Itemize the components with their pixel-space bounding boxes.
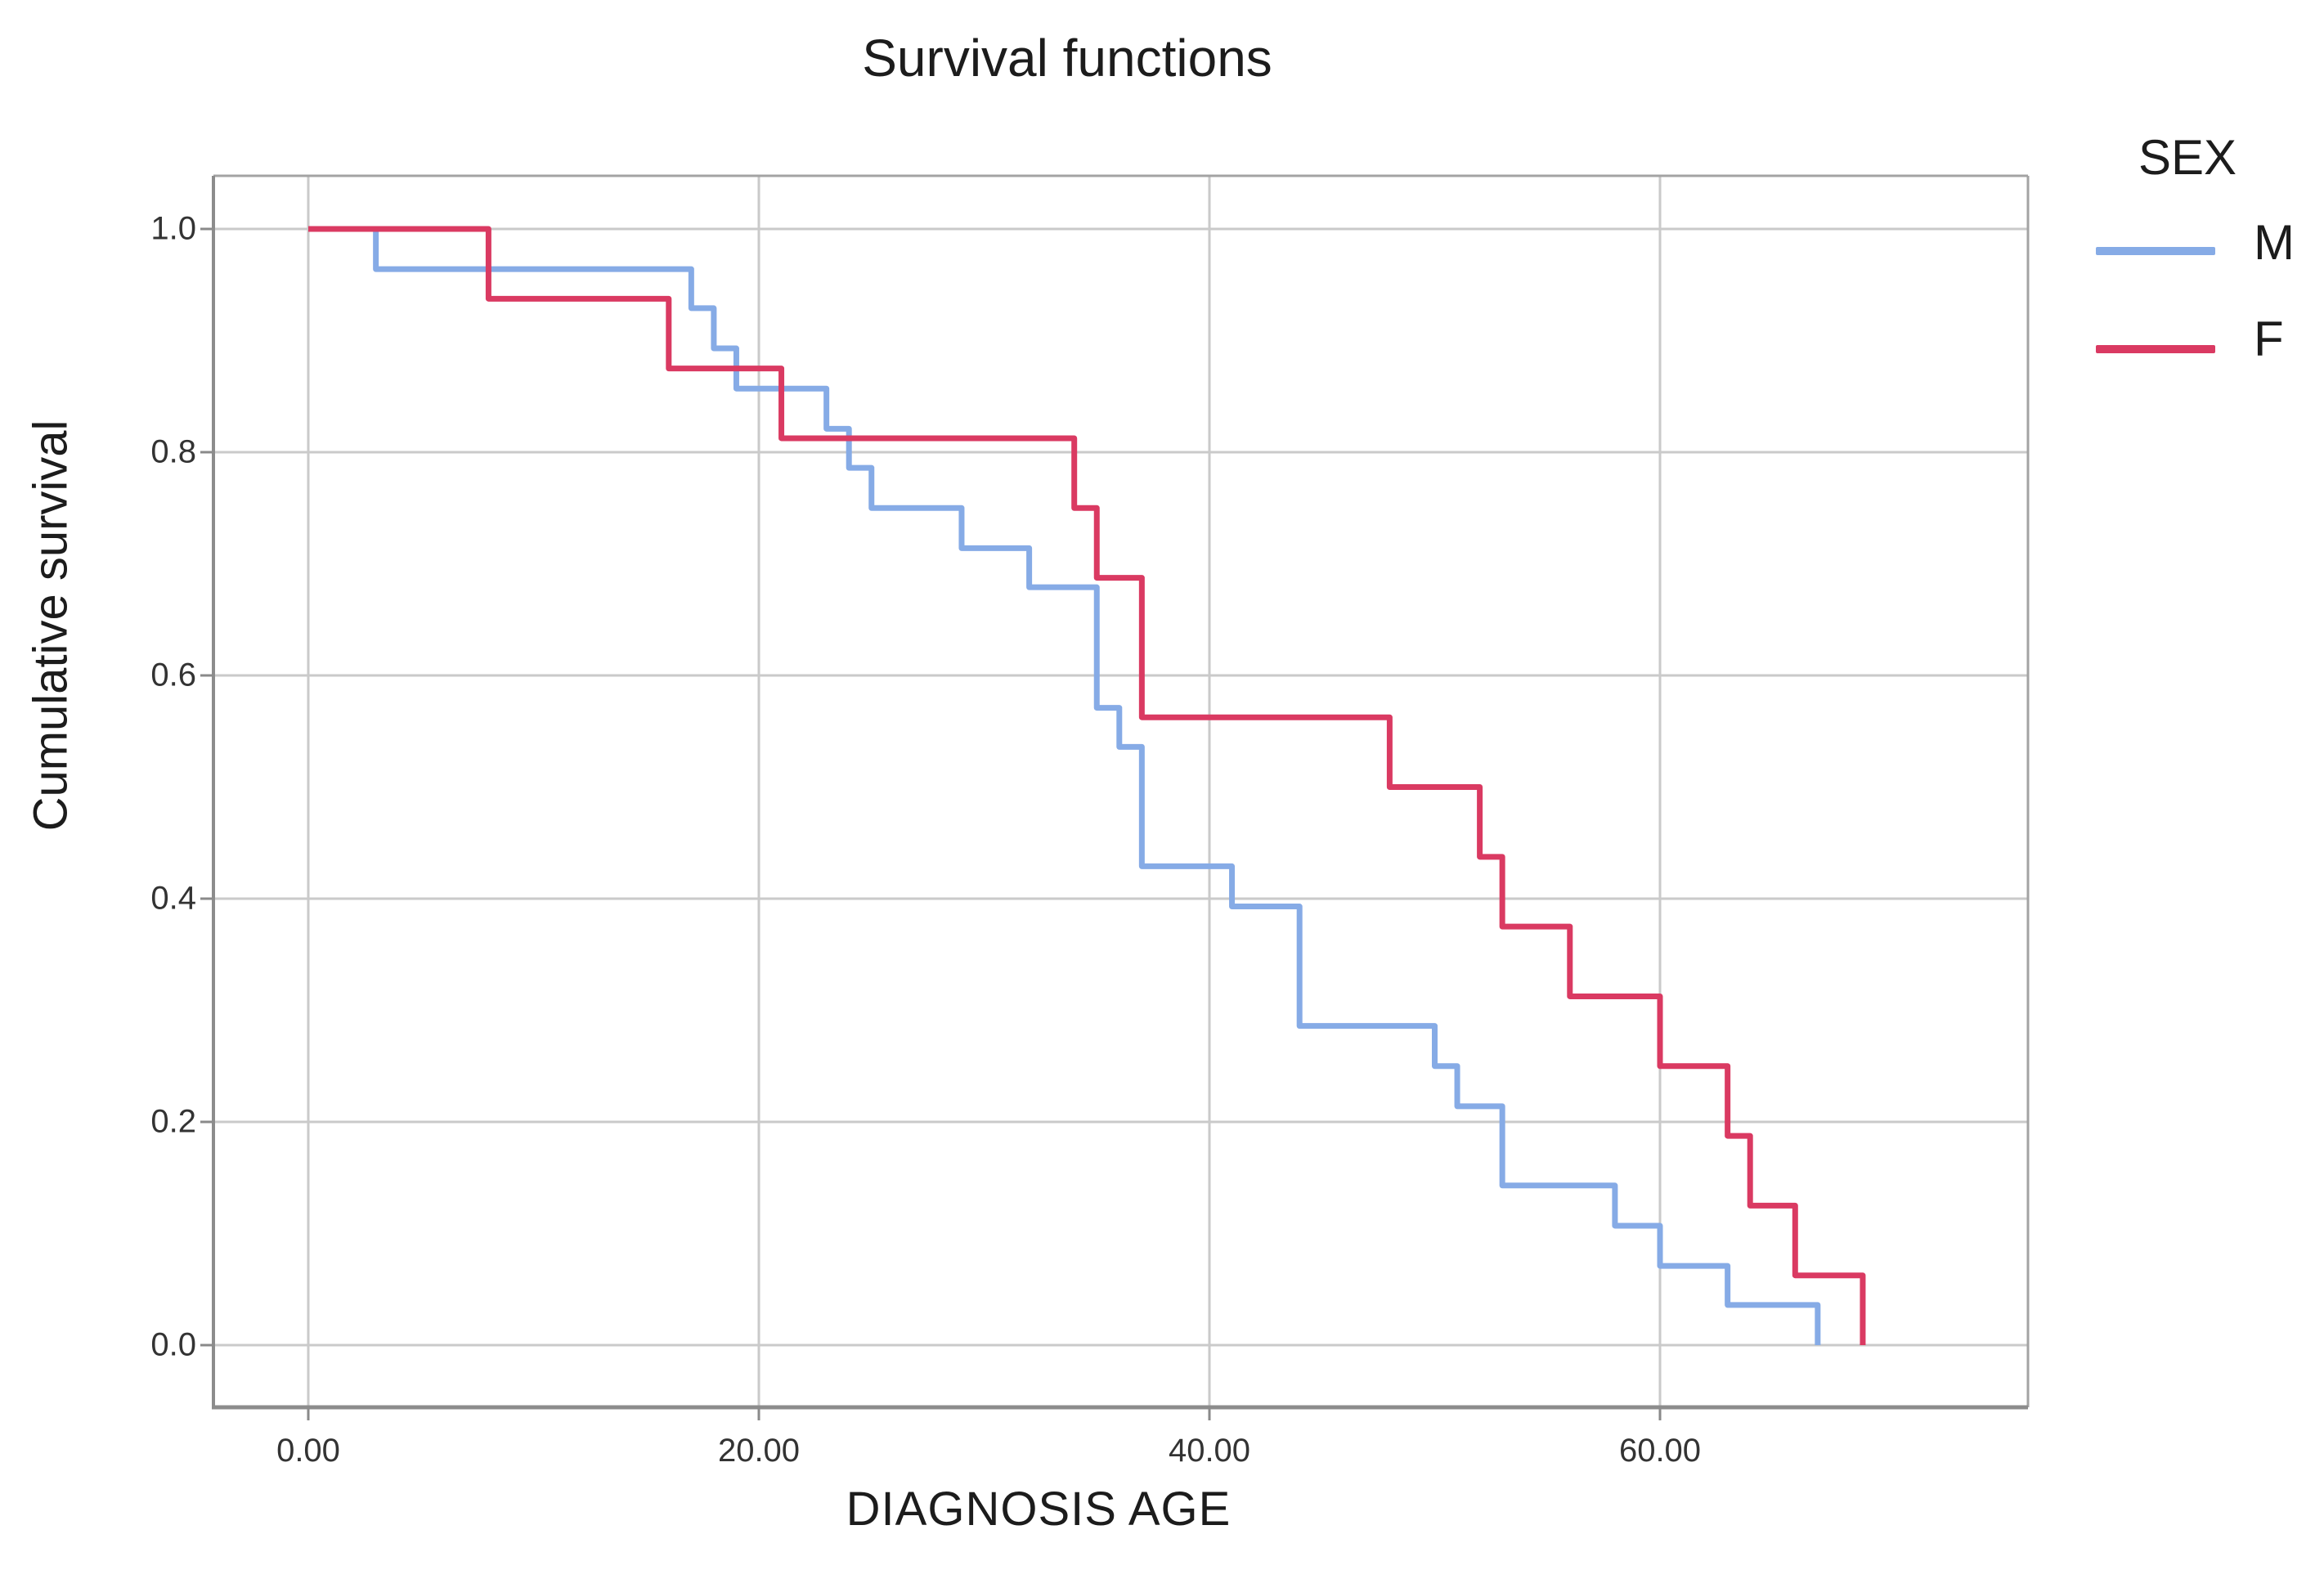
- legend-line-f-icon: [2096, 345, 2215, 353]
- legend-line-m-icon: [2096, 247, 2215, 255]
- y-tick-label: 0.8: [150, 433, 196, 470]
- survival-curve-f: [308, 226, 1866, 1345]
- survival-curve-m: [308, 226, 1821, 1345]
- y-tick-label: 0.0: [150, 1326, 196, 1363]
- x-axis-title: DIAGNOSIS AGE: [846, 1483, 1232, 1536]
- x-tick-label: 60.00: [1618, 1433, 1702, 1469]
- legend-title: SEX: [2138, 130, 2237, 185]
- chart-title: Survival functions: [862, 29, 1272, 87]
- y-tick-label: 0.4: [150, 880, 196, 917]
- y-tick-label: 0.6: [150, 657, 196, 693]
- legend-label-m: M: [2254, 215, 2295, 270]
- x-tick-label: 20.00: [717, 1433, 801, 1469]
- y-tick-label: 1.0: [150, 210, 196, 247]
- y-tick-label: 0.2: [150, 1103, 196, 1140]
- y-axis-title: Cumulative survival: [24, 419, 78, 832]
- x-tick-label: 0.00: [276, 1433, 340, 1469]
- legend-label-f: F: [2254, 312, 2284, 366]
- x-tick-label: 40.00: [1168, 1433, 1251, 1469]
